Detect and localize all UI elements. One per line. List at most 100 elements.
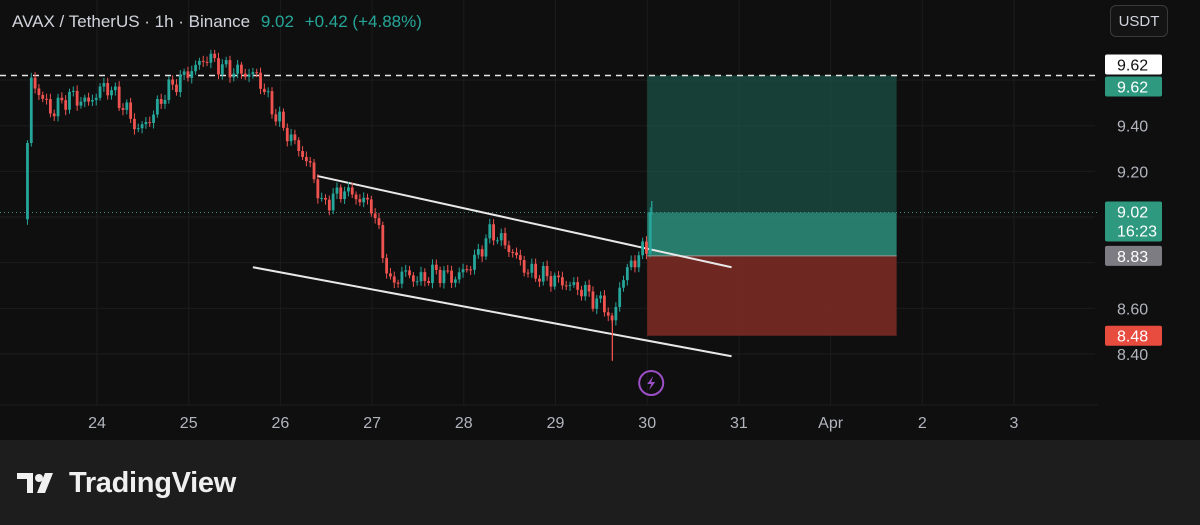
candle-body — [427, 280, 431, 283]
candle-body — [633, 260, 637, 268]
candle-body — [595, 298, 599, 309]
candle-body — [194, 64, 197, 72]
candle-body — [438, 269, 442, 284]
candle-body — [125, 102, 129, 110]
candle — [629, 255, 633, 271]
candle — [316, 174, 320, 204]
candle — [587, 279, 591, 297]
candle — [633, 255, 637, 273]
candle-body — [576, 282, 580, 290]
candle — [171, 75, 175, 91]
candle — [197, 57, 201, 70]
candle-body — [603, 295, 606, 313]
candle-body — [110, 90, 113, 96]
countdown-label: 16:23 — [1117, 223, 1157, 240]
x-tick-label: 3 — [1010, 415, 1019, 432]
candle-body — [33, 77, 37, 89]
candle-body — [411, 275, 415, 282]
tradingview-logo[interactable]: TradingView — [17, 466, 236, 500]
candle-body — [308, 161, 312, 163]
price-label-green: 9.62 — [1105, 76, 1162, 97]
candle — [278, 106, 282, 127]
candle-body — [197, 60, 201, 65]
x-tick-label: 25 — [180, 415, 198, 432]
candle — [232, 68, 236, 82]
candle-body — [476, 249, 480, 255]
price-label-box — [1105, 54, 1162, 75]
candle — [312, 158, 316, 184]
candle-body — [201, 60, 205, 62]
candle — [327, 195, 331, 216]
candle-body — [362, 197, 366, 203]
candle-body — [465, 269, 469, 271]
candle-body — [285, 127, 289, 142]
candle-body — [572, 282, 576, 285]
candle — [480, 245, 484, 262]
candle — [113, 82, 117, 96]
candle — [209, 49, 213, 69]
price-label-text: 9.62 — [1117, 79, 1148, 96]
currency-button[interactable]: USDT — [1110, 5, 1168, 37]
candle — [159, 93, 163, 110]
candle-body — [217, 58, 220, 75]
chart-panel[interactable]: 9.40 9.20 8.60 8.40 24 25 26 27 28 29 30 31 Apr 2 3 9.6… — [0, 0, 1200, 440]
candle-body — [377, 218, 381, 226]
candle-body — [469, 269, 473, 271]
candle — [117, 81, 121, 111]
candle-body — [347, 187, 350, 192]
candle — [385, 253, 389, 279]
candle — [358, 194, 362, 207]
stop-zone — [647, 255, 897, 336]
candle-body — [79, 101, 83, 106]
candle-body — [622, 280, 625, 288]
candle-body — [278, 111, 282, 122]
candle — [496, 237, 499, 245]
candle-body — [320, 197, 324, 199]
candle-body — [618, 287, 622, 307]
price-label-red: 8.48 — [1105, 325, 1162, 346]
candle-body — [392, 276, 396, 283]
candle — [163, 94, 167, 109]
candle-body — [182, 71, 186, 75]
candle-body — [446, 270, 450, 272]
candle — [568, 281, 572, 291]
candle — [186, 66, 190, 82]
candle — [648, 207, 652, 258]
candle-body — [648, 212, 652, 254]
candle — [343, 186, 346, 205]
candle — [270, 87, 274, 119]
candle-body — [339, 187, 343, 200]
candle — [339, 184, 343, 203]
candle — [37, 84, 41, 101]
candle-body — [316, 179, 320, 199]
candle-body — [68, 91, 71, 110]
candle — [545, 260, 549, 281]
candle — [282, 108, 285, 131]
candle — [438, 266, 442, 288]
candle — [434, 259, 438, 275]
candle-body — [304, 156, 308, 162]
candle — [423, 268, 427, 287]
candle — [148, 116, 152, 127]
candle-body — [228, 60, 232, 78]
candle — [572, 277, 576, 288]
candle — [400, 266, 404, 289]
candle — [583, 281, 587, 301]
candle-body — [209, 53, 213, 63]
candle-body — [637, 255, 641, 268]
candle — [503, 227, 507, 249]
candle-body — [369, 199, 373, 214]
candle — [178, 70, 182, 98]
candle — [266, 87, 270, 98]
candle — [419, 266, 423, 286]
candle-body — [580, 289, 583, 297]
candle-body — [48, 99, 52, 114]
candle-body — [560, 277, 564, 286]
candle — [182, 68, 186, 80]
candle — [289, 128, 293, 146]
candle — [133, 113, 136, 135]
candle-body — [553, 275, 557, 287]
candle-body — [327, 199, 331, 211]
price-chart[interactable]: 9.40 9.20 8.60 8.40 24 25 26 27 28 29 30 31 Apr 2 3 9.6… — [0, 0, 1200, 440]
candle — [144, 117, 148, 129]
